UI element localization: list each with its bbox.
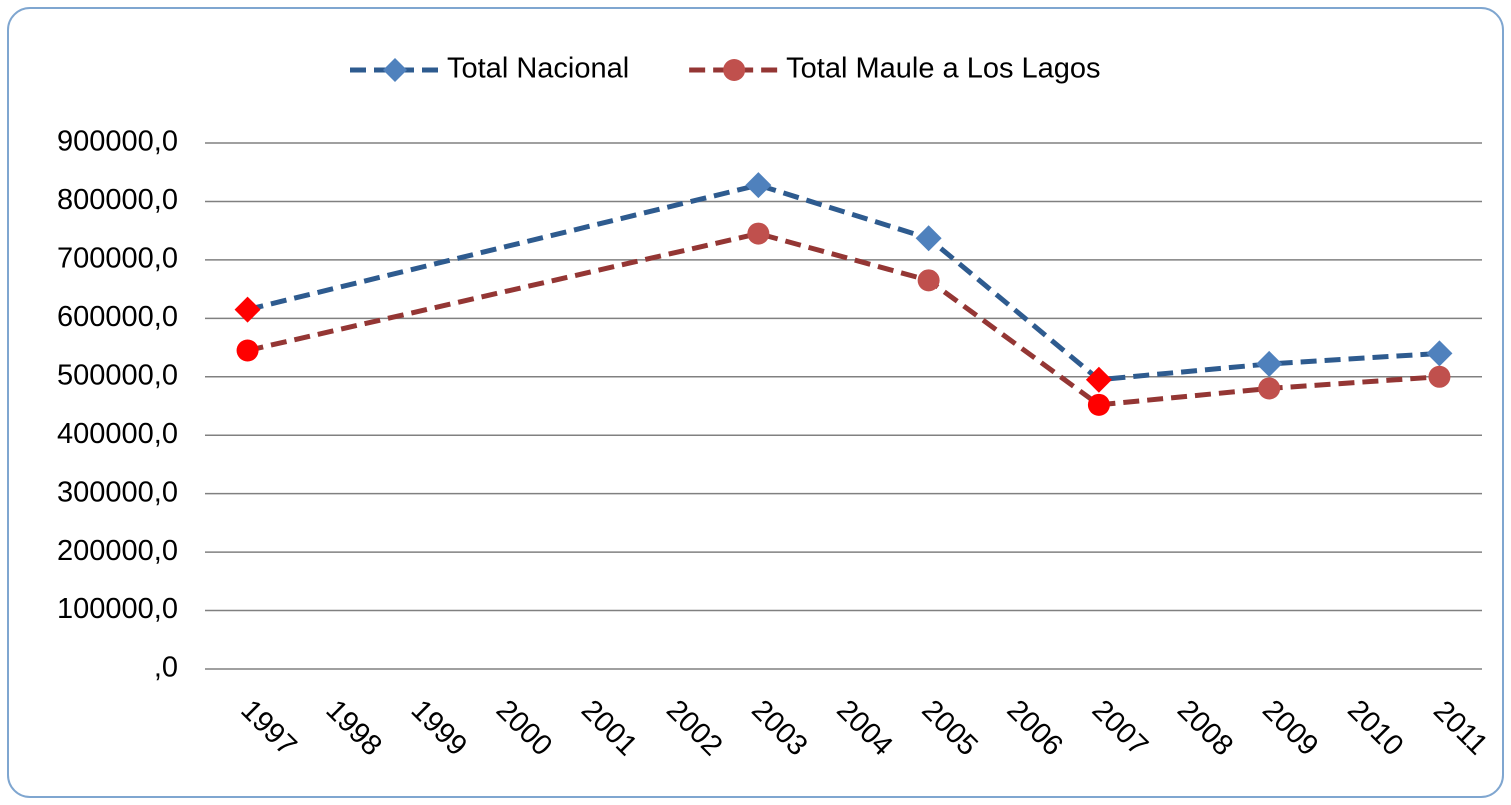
legend-label: Total Nacional <box>447 53 629 85</box>
chart-frame <box>7 7 1504 798</box>
y-tick-label: 500000,0 <box>57 359 178 391</box>
data-point <box>1428 365 1451 388</box>
legend-marker <box>723 59 746 81</box>
data-point <box>1087 393 1110 416</box>
y-tick-label: 700000,0 <box>57 243 178 275</box>
series-line <box>247 231 1440 408</box>
data-point <box>1258 377 1281 400</box>
data-point <box>234 296 261 323</box>
data-point <box>917 269 940 292</box>
y-tick-label: 200000,0 <box>57 535 178 567</box>
data-point <box>1085 366 1112 393</box>
legend-label: Total Maule a Los Lagos <box>786 53 1100 85</box>
y-tick-label: ,0 <box>154 652 178 684</box>
y-tick-label: 600000,0 <box>57 301 178 333</box>
data-point <box>1256 350 1283 377</box>
y-tick-label: 400000,0 <box>57 418 178 450</box>
data-point <box>745 172 772 199</box>
data-point <box>236 339 259 362</box>
series-line <box>246 182 1440 383</box>
data-point <box>747 222 770 245</box>
legend-marker <box>383 58 407 82</box>
y-tick-label: 100000,0 <box>57 593 178 625</box>
data-point <box>1426 340 1453 367</box>
y-tick-label: 900000,0 <box>57 126 178 158</box>
y-tick-label: 800000,0 <box>57 184 178 216</box>
data-point <box>915 225 942 252</box>
y-tick-label: 300000,0 <box>57 476 178 508</box>
